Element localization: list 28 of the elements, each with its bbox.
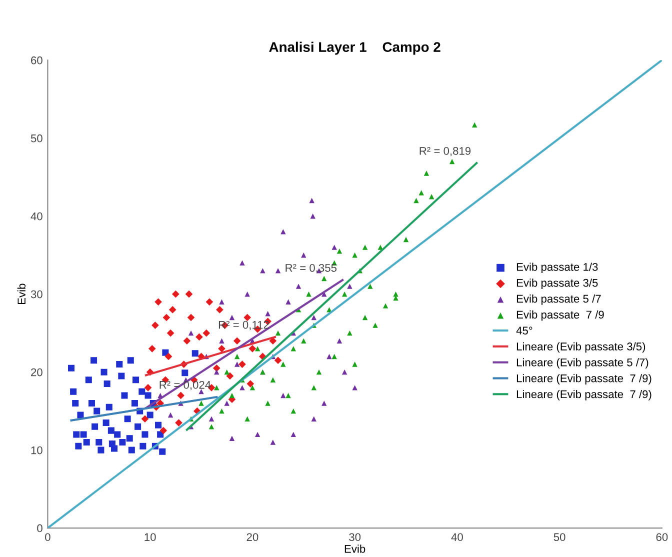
legend-label: Evib passate 3/5 (516, 278, 598, 289)
annotation: R² = 0,819 (420, 147, 471, 156)
x-tick-label: 20 (246, 533, 258, 542)
annotation: R² = 0,355 (286, 264, 337, 274)
y-tick-label: 10 (31, 446, 42, 454)
legend-label: Lineare (Evib passate 5 /7) (516, 358, 648, 369)
x-tick-label: 0 (45, 533, 50, 542)
legend-label: Evib passate 5 /7 (516, 294, 601, 305)
legend-label: Evib passate 1/3 (516, 262, 598, 274)
x-tick-label: 40 (451, 533, 463, 542)
x-tick-label: 10 (144, 533, 156, 542)
legend-label: Lineare (Evib passate 7 /9) (516, 390, 652, 400)
y-tick-label: 60 (31, 56, 42, 64)
y-tick-label: 0 (37, 524, 42, 532)
x-tick-label: 30 (349, 533, 361, 542)
legend-label: 45° (516, 326, 532, 335)
y-tick-label: 40 (30, 212, 42, 220)
y-axis-title: Evib (17, 284, 26, 304)
y-tick-label: 30 (30, 290, 42, 298)
legend-label: Lineare (Evib passate 3/5) (516, 342, 646, 353)
legend-label: Lineare (Evib passate 7 /9) (516, 374, 652, 384)
legend-label: Evib passate 7 /9 (516, 310, 604, 321)
x-tick-label: 60 (656, 533, 668, 542)
x-tick-label: 50 (554, 533, 566, 542)
y-tick-label: 50 (30, 134, 42, 142)
chart-title: Analisi Layer 1 Campo 2 (269, 42, 440, 55)
y-tick-label: 20 (31, 368, 42, 376)
x-axis-title: Evib (344, 544, 366, 553)
